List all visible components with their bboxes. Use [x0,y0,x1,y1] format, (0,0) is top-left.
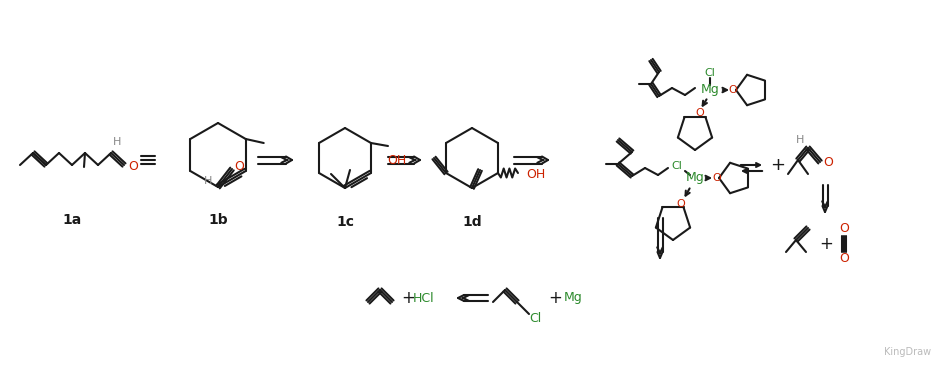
Text: +: + [401,289,414,307]
Text: Cl: Cl [672,161,682,171]
Text: 1d: 1d [463,215,481,229]
Text: O: O [713,173,722,183]
Text: H: H [796,135,804,145]
Text: Cl: Cl [705,68,715,78]
Text: O: O [695,108,705,118]
Text: Mg: Mg [686,172,705,184]
Text: H: H [203,176,212,186]
Text: Mg: Mg [563,291,582,305]
Text: O: O [676,199,686,209]
Text: O: O [839,253,849,265]
Text: O: O [234,161,244,173]
Text: 1c: 1c [336,215,354,229]
Text: O: O [128,161,138,173]
Text: 1b: 1b [208,213,228,227]
Text: +: + [819,235,833,253]
Text: Cl: Cl [528,311,541,325]
Text: OH: OH [387,154,406,168]
Text: O: O [728,85,738,95]
Text: O: O [823,156,833,168]
Text: 1a: 1a [62,213,82,227]
Text: H: H [113,137,122,147]
Text: +: + [771,156,786,174]
Text: OH: OH [526,168,545,182]
Text: +: + [548,289,562,307]
Text: KingDraw: KingDraw [885,347,932,357]
Text: O: O [839,223,849,235]
Text: Mg: Mg [701,83,720,97]
Text: HCl: HCl [414,291,435,305]
